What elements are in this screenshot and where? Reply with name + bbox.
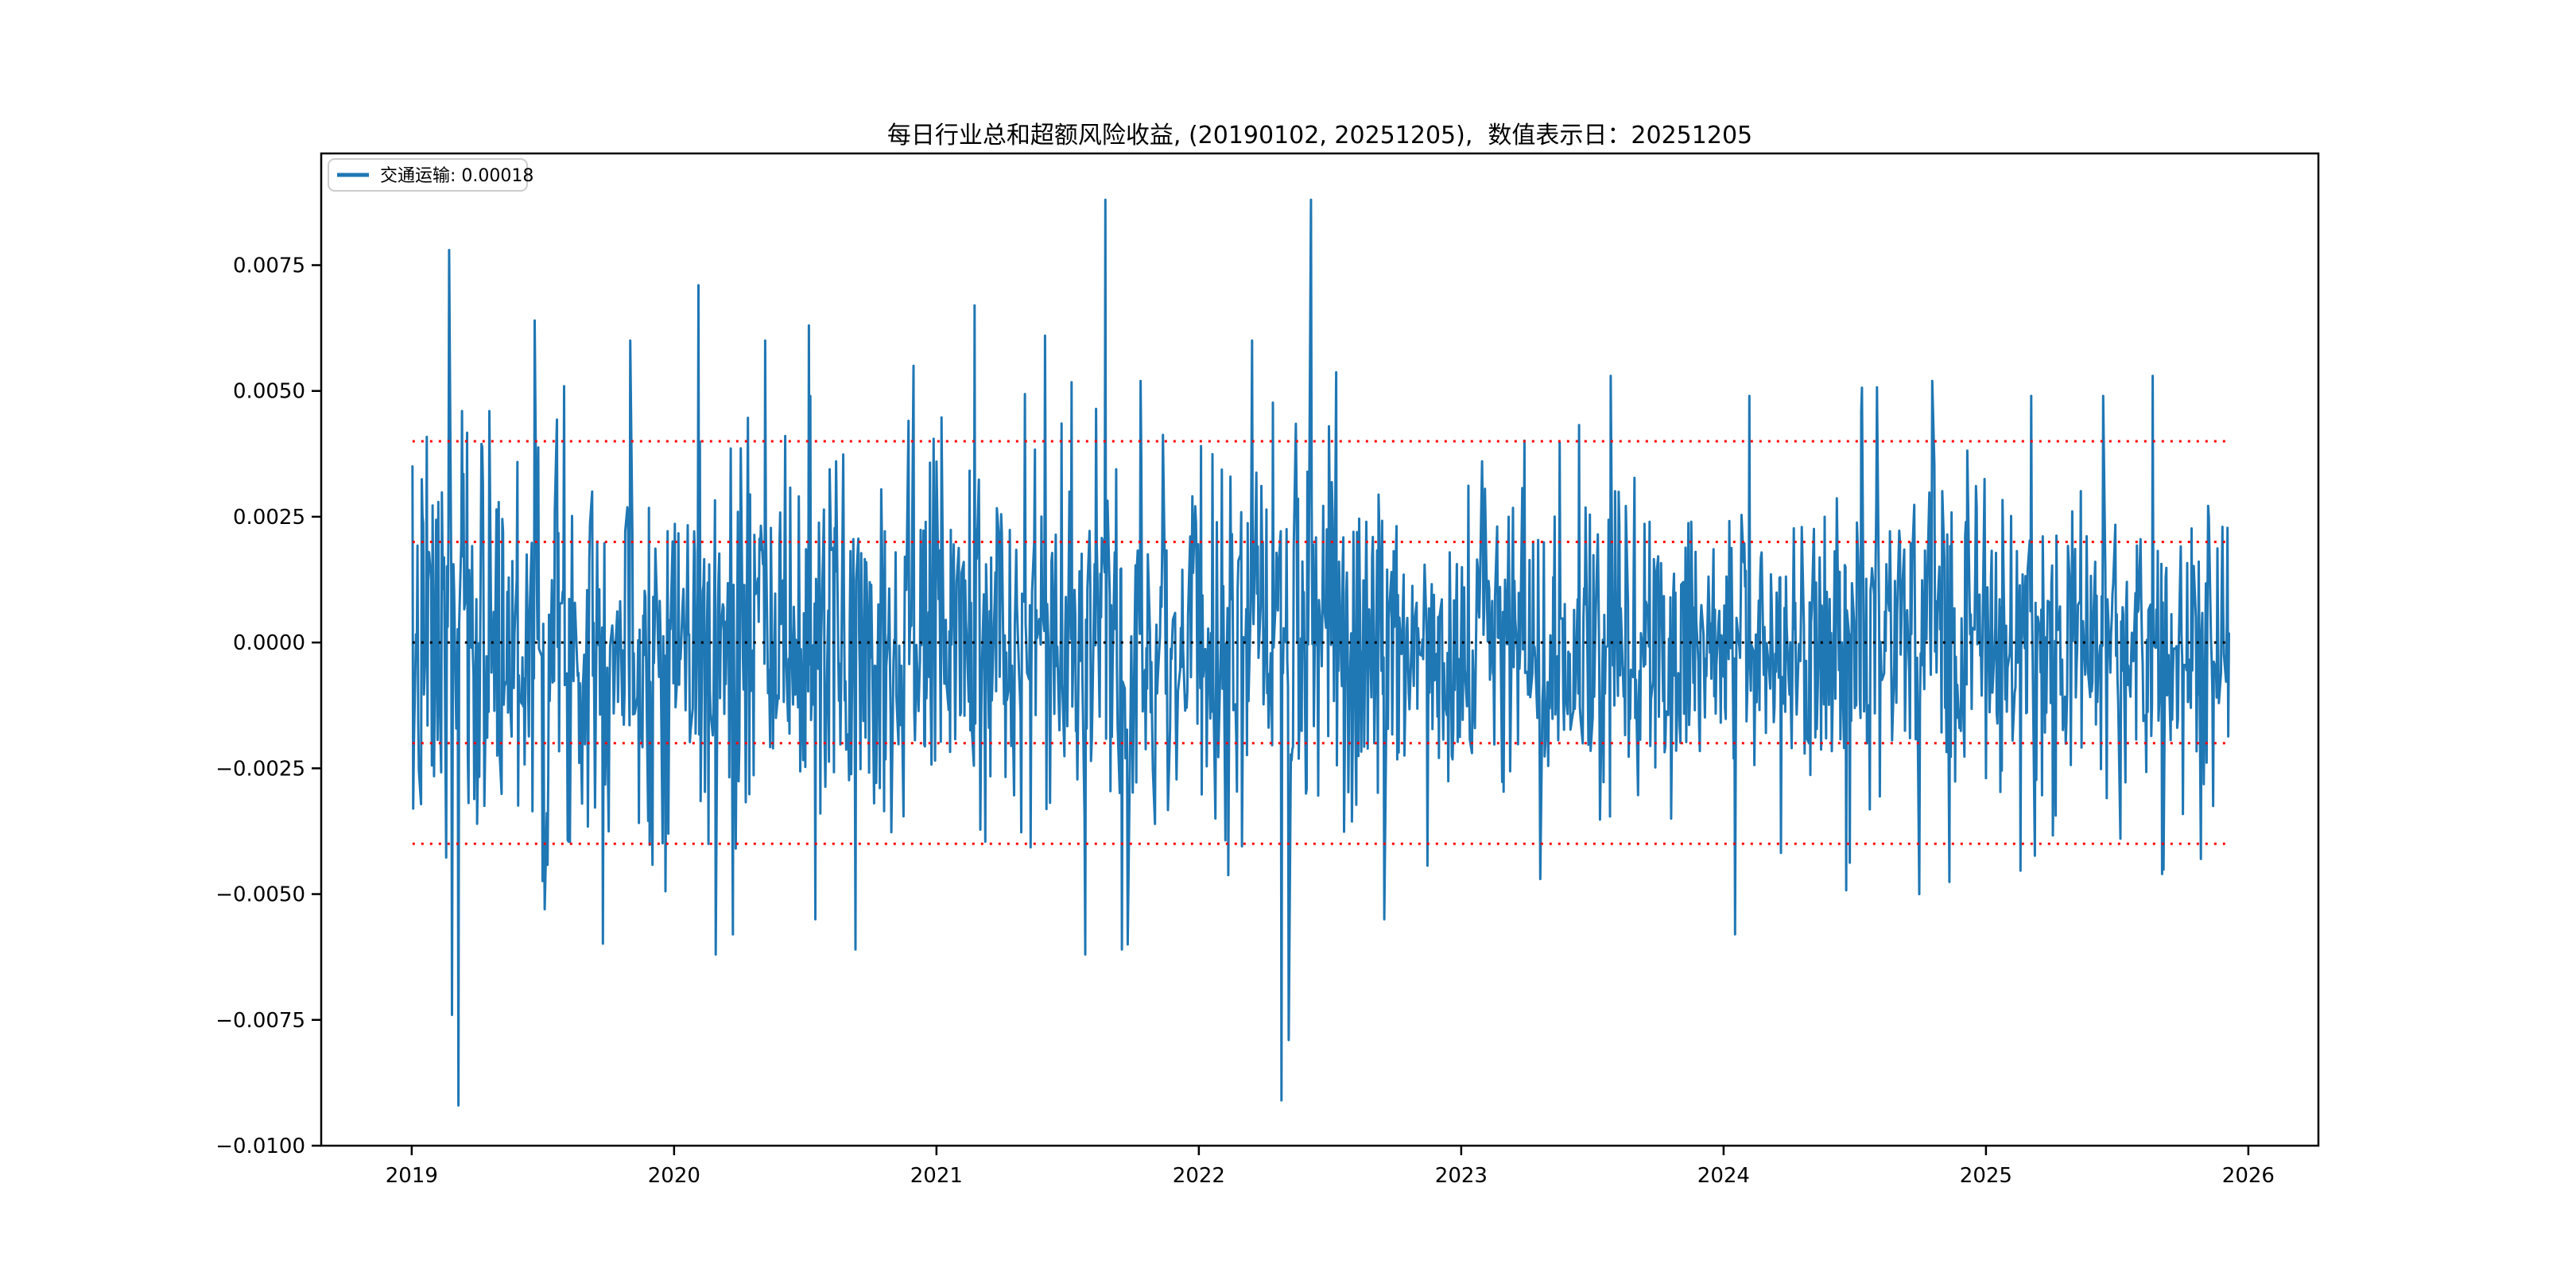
legend-label: 交通运输: 0.00018 <box>380 166 533 186</box>
y-tick-label: 0.0075 <box>233 254 305 277</box>
legend: 交通运输: 0.00018 <box>328 158 533 192</box>
legend-box <box>328 158 528 192</box>
y-axis: 0.0075 0.0050 0.0025 0.0000 −0.0025 −0.0050 −0… <box>215 254 321 1158</box>
x-tick-label: 2025 <box>1960 1164 2012 1188</box>
y-tick-label: 0.0050 <box>233 380 305 404</box>
y-tick-label: −0.0025 <box>215 757 305 781</box>
x-tick-label: 2021 <box>910 1164 963 1188</box>
x-tick-label: 2023 <box>1435 1164 1488 1188</box>
y-tick-label: 0.0025 <box>233 506 305 530</box>
y-tick-label: −0.0100 <box>215 1135 305 1158</box>
x-axis: 2019 2020 2021 2022 2023 2024 2025 2026 <box>386 1146 2275 1188</box>
reference-lines <box>412 440 2229 845</box>
plot-frame <box>320 152 2320 1147</box>
x-tick-label: 2024 <box>1697 1164 1750 1188</box>
y-tick-label: −0.0050 <box>215 883 305 907</box>
x-tick-label: 2019 <box>386 1164 438 1188</box>
series-line-交通运输 <box>411 198 2230 1107</box>
y-tick-label: 0.0000 <box>233 631 305 655</box>
x-tick-label: 2020 <box>648 1164 700 1188</box>
x-tick-label: 2022 <box>1173 1164 1225 1188</box>
chart-title: 每日行业总和超额风险收益, (20190102, 20251205), 数值表示… <box>887 122 1752 149</box>
series-group <box>411 198 2230 1107</box>
x-tick-label: 2026 <box>2222 1164 2275 1188</box>
y-tick-label: −0.0075 <box>215 1009 305 1033</box>
